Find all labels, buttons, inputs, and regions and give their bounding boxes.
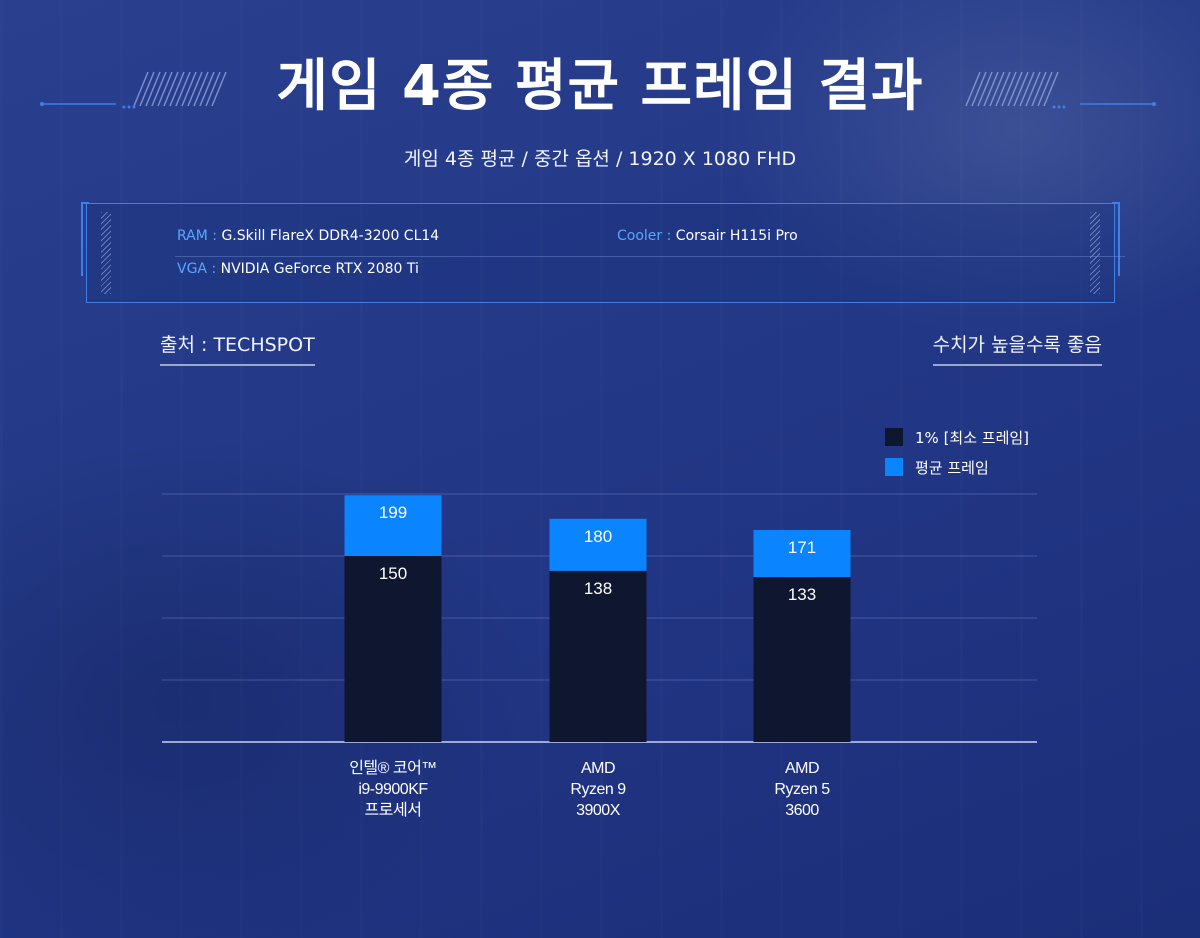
bar-min-frame [344,556,442,742]
title-decoration-right [965,71,1156,109]
spec-panel-hatch-left [101,212,111,294]
data-label-min-frame: 138 [584,579,612,598]
category-label: 3900X [576,802,621,819]
spec-panel: RAM : G.Skill FlareX DDR4-3200 CL14 Cool… [81,202,1125,303]
category-label: 프로세서 [365,801,422,819]
data-label-min-frame: 150 [379,564,407,583]
chart-legend: 1% [최소 프레임] 평균 프레임 [885,422,1029,482]
spec-ram: RAM : G.Skill FlareX DDR4-3200 CL14 [177,228,439,244]
bar-min-frame [753,577,851,742]
legend-item-avg-frame: 평균 프레임 [885,452,1029,482]
legend-item-min-frame: 1% [최소 프레임] [885,422,1029,452]
data-label-min-frame: 133 [788,585,816,604]
spec-panel-hatch-right [1090,212,1100,294]
legend-label-min-frame: 1% [최소 프레임] [915,428,1030,447]
title-decoration-left [40,71,227,109]
source-label: 출처 : TECHSPOT [160,330,315,366]
category-label: AMD [581,760,615,777]
spec-panel-corner-left [81,202,89,276]
spec-ram-key: RAM : [177,228,217,244]
category-label: 3600 [785,802,819,819]
category-label: Ryzen 9 [570,781,626,798]
data-label-avg-frame: 199 [379,503,407,522]
data-label-avg-frame: 171 [788,538,816,557]
spec-vga-value: NVIDIA GeForce RTX 2080 Ti [220,261,419,277]
category-label: i9-9900KF [358,781,428,798]
category-label: Ryzen 5 [774,781,830,798]
spec-vga: VGA : NVIDIA GeForce RTX 2080 Ti [177,261,419,277]
data-label-avg-frame: 180 [584,527,612,546]
spec-cooler-value: Corsair H115i Pro [675,228,798,244]
spec-cooler: Cooler : Corsair H115i Pro [617,228,798,244]
legend-swatch-avg-frame [885,458,903,476]
spec-panel-corner-right [1112,202,1120,276]
legend-swatch-min-frame [885,428,903,446]
spec-cooler-key: Cooler : [617,228,672,244]
category-label: AMD [785,760,819,777]
spec-divider [175,256,1125,257]
legend-label-avg-frame: 평균 프레임 [915,458,989,477]
category-label: 인텔® 코어™ [349,759,437,777]
higher-is-better-label: 수치가 높을수록 좋음 [932,330,1102,366]
spec-vga-key: VGA : [177,261,217,277]
page-subtitle: 게임 4종 평균 / 중간 옵션 / 1920 X 1080 FHD [403,148,797,170]
spec-ram-value: G.Skill FlareX DDR4-3200 CL14 [221,228,440,244]
bar-min-frame [549,570,647,742]
page-title: 게임 4종 평균 프레임 결과 [276,54,924,119]
